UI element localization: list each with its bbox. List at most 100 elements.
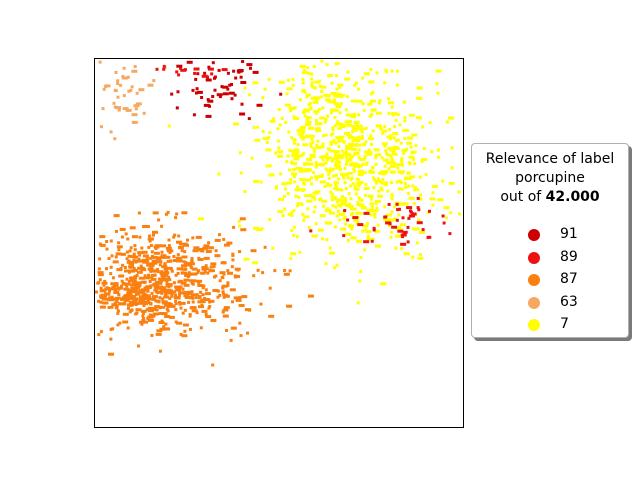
data-point: [400, 157, 404, 160]
data-point: [236, 69, 243, 73]
data-point: [226, 241, 233, 245]
legend-marker: [528, 251, 540, 264]
data-point: [406, 141, 413, 145]
data-point: [342, 234, 346, 238]
data-point: [201, 74, 208, 78]
data-point: [307, 226, 311, 229]
data-point: [140, 246, 144, 250]
data-point: [358, 137, 362, 140]
data-point: [387, 167, 391, 171]
data-point: [448, 116, 454, 120]
data-point: [238, 296, 242, 300]
data-point: [426, 235, 430, 239]
data-point: [335, 87, 339, 91]
data-point: [97, 271, 104, 275]
data-point: [347, 192, 351, 196]
data-point: [141, 258, 145, 262]
data-point: [374, 156, 378, 160]
data-point: [261, 271, 265, 275]
data-point: [138, 298, 145, 302]
data-point: [167, 244, 171, 248]
data-point: [221, 290, 225, 294]
data-point: [416, 86, 423, 90]
data-point: [202, 246, 209, 250]
data-point: [126, 75, 130, 79]
data-point: [105, 267, 108, 271]
data-point: [189, 306, 196, 310]
data-point: [364, 140, 368, 144]
data-point: [373, 215, 377, 219]
data-point: [169, 259, 173, 263]
data-point: [210, 319, 217, 322]
data-point: [355, 212, 359, 215]
data-point: [369, 150, 373, 154]
data-point: [120, 279, 124, 283]
data-point: [383, 144, 387, 148]
data-point: [155, 308, 159, 312]
data-point: [188, 262, 195, 266]
data-point: [176, 253, 180, 257]
data-point: [109, 337, 113, 341]
data-point: [329, 140, 336, 144]
data-point: [207, 306, 211, 310]
data-point: [407, 216, 411, 220]
data-point: [243, 86, 247, 90]
data-point: [302, 88, 306, 92]
data-point: [239, 217, 246, 221]
data-point: [129, 246, 133, 250]
data-point: [174, 285, 181, 289]
data-point: [357, 155, 361, 159]
data-point: [381, 142, 388, 146]
data-point: [259, 180, 263, 184]
data-point: [241, 295, 248, 299]
data-point: [352, 127, 359, 131]
data-point: [117, 108, 121, 112]
data-point: [207, 99, 214, 103]
data-point: [409, 175, 416, 179]
data-point: [335, 94, 342, 98]
data-point: [396, 83, 399, 87]
data-point: [181, 242, 188, 246]
data-point: [190, 294, 194, 298]
data-point: [359, 157, 366, 161]
data-point: [293, 106, 297, 110]
data-point: [197, 296, 201, 300]
data-point: [194, 272, 198, 276]
data-point: [137, 251, 144, 255]
data-point: [104, 85, 108, 88]
data-point: [344, 152, 351, 156]
data-point: [133, 104, 140, 108]
data-point: [231, 253, 235, 257]
data-point: [208, 246, 212, 250]
data-point: [164, 322, 168, 326]
data-point: [165, 284, 172, 287]
data-point: [377, 194, 384, 198]
data-point: [395, 234, 402, 238]
data-point: [387, 112, 391, 115]
data-point: [448, 232, 452, 236]
data-point: [176, 267, 183, 271]
data-point: [114, 71, 118, 74]
data-point: [119, 302, 126, 306]
data-point: [402, 100, 406, 104]
data-point: [130, 85, 134, 89]
data-point: [379, 127, 383, 131]
data-point: [140, 268, 147, 272]
data-point: [150, 274, 154, 278]
data-point: [413, 188, 420, 192]
data-point: [286, 192, 290, 196]
data-point: [278, 197, 284, 201]
data-point: [416, 221, 423, 225]
axes-frame: [94, 58, 464, 428]
data-point: [208, 305, 212, 308]
data-point: [184, 296, 191, 299]
data-point: [399, 202, 406, 206]
data-point: [363, 187, 370, 190]
data-point: [442, 221, 446, 225]
data-point: [217, 68, 221, 72]
data-point: [314, 122, 318, 126]
data-point: [146, 316, 150, 320]
data-point: [227, 271, 233, 275]
data-point: [179, 306, 183, 310]
data-point: [299, 188, 306, 192]
